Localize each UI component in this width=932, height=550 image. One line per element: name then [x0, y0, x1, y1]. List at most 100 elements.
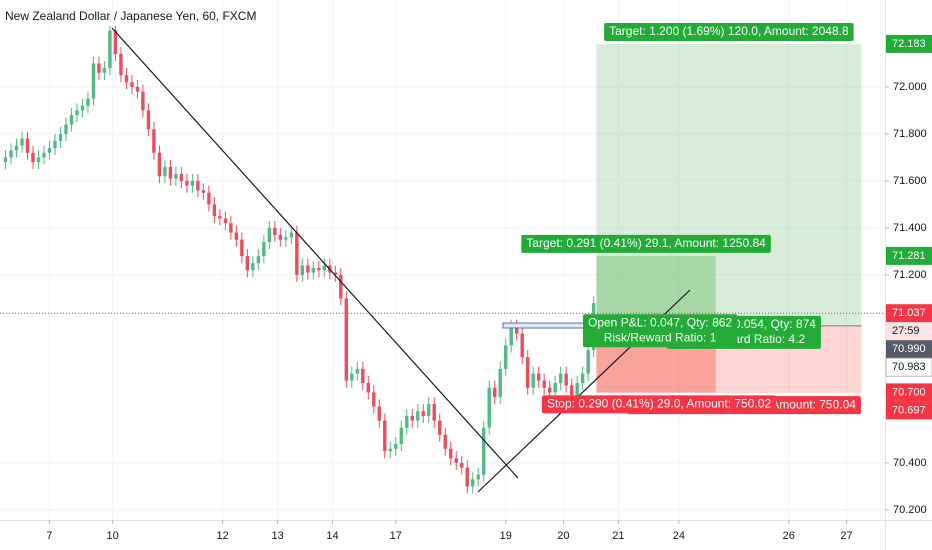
price-tag	[886, 383, 932, 402]
price-tag	[886, 304, 932, 323]
candle-body	[36, 157, 41, 163]
entry-rectangle	[502, 322, 598, 329]
candle-body	[190, 180, 195, 186]
candle-body	[520, 333, 524, 358]
price-tag-label: 70.697	[892, 404, 926, 416]
candle-body	[141, 91, 145, 111]
candle-body	[91, 63, 96, 99]
x-tick-label: 12	[216, 530, 228, 542]
candle-body	[108, 30, 112, 69]
price-tag	[886, 340, 932, 359]
candle-body	[113, 30, 118, 55]
price-tag-label: 70.990	[892, 343, 926, 355]
candle-body	[135, 86, 140, 92]
candle-body	[300, 265, 305, 275]
candle-body	[322, 265, 327, 271]
candle-body	[542, 380, 546, 388]
x-tick-label: 19	[500, 530, 512, 542]
price-tag-label: 70.983	[892, 361, 926, 373]
y-tick-label: 71.400	[893, 222, 927, 234]
candle-body	[163, 166, 167, 177]
price-tag-label: 27:59	[892, 325, 920, 337]
position-label: Target: 1.200 (1.69%) 120.0, Amount: 204…	[604, 22, 854, 41]
candle-body	[569, 385, 574, 398]
candle-body	[146, 110, 151, 130]
price-axis: 72.000 71.800 71.600 71.400 71.200 70.400 70.2…	[46, 34, 932, 542]
candle-body	[306, 265, 310, 273]
price-tag-label: 70.700	[892, 386, 926, 398]
candle-body	[580, 373, 585, 384]
candle-body	[515, 326, 519, 334]
candle-body	[207, 192, 211, 205]
candle-body	[460, 462, 464, 468]
candle-body	[20, 138, 24, 146]
price-tag-label: 71.037	[892, 307, 926, 319]
x-tick-label: 14	[326, 530, 338, 542]
candle-body	[284, 237, 288, 240]
candle-body	[42, 152, 46, 158]
position-label: Target: 0.291 (0.41%) 29.1, Amount: 1250…	[521, 234, 771, 253]
candle-body	[509, 326, 513, 346]
candle-body	[333, 272, 338, 275]
candle-body	[476, 474, 480, 480]
candle-body	[405, 415, 409, 428]
candle-body	[185, 180, 189, 186]
candle-body	[157, 152, 162, 177]
candle-body	[553, 383, 557, 393]
y-tick-label: 71.200	[893, 269, 927, 281]
candle-body	[3, 157, 8, 163]
candle-body	[278, 234, 283, 240]
candle-body	[124, 75, 129, 83]
price-tag	[885, 357, 932, 377]
x-tick-label: 13	[271, 530, 283, 542]
candle-body	[504, 345, 508, 369]
position-labels: Target: 1.200 (1.69%) 120.0, Amount: 204…	[521, 22, 861, 415]
candle-body	[256, 256, 261, 264]
candle-body	[311, 267, 316, 273]
candle-body	[421, 411, 425, 416]
candle-body	[558, 373, 563, 384]
label-box	[541, 395, 777, 414]
candle-body	[575, 383, 579, 398]
candle-body	[273, 227, 277, 235]
candle-body	[53, 140, 57, 149]
candle-body	[383, 420, 387, 452]
candle-body	[64, 124, 68, 134]
candle-body	[531, 373, 535, 388]
candle-body	[482, 427, 486, 475]
candle-body	[80, 105, 85, 111]
candle-body	[9, 150, 13, 158]
candle-body	[262, 242, 266, 257]
candle-body	[196, 180, 200, 191]
chart-title: New Zealand Dollar / Japanese Yen, 60, F…	[5, 9, 256, 23]
label-text: Open P&L: 0.047, Qty: 862	[588, 315, 732, 329]
candle-body	[487, 387, 491, 428]
price-tag	[886, 34, 932, 53]
candle-body	[130, 82, 134, 87]
candle-body	[289, 232, 294, 238]
candle-body	[355, 368, 360, 374]
candle-body	[525, 357, 530, 388]
candle-body	[58, 133, 63, 141]
candle-body	[564, 373, 568, 386]
candle-body	[267, 227, 272, 243]
candle-body	[438, 420, 442, 435]
candle-body	[174, 173, 178, 179]
candle-body	[86, 98, 90, 106]
candle-body	[366, 383, 370, 393]
candle-body	[547, 387, 552, 393]
candle-body	[317, 267, 321, 271]
candle-body	[201, 190, 206, 193]
candle-body	[465, 467, 469, 487]
profit-zone	[596, 255, 716, 325]
x-tick-label: 21	[612, 530, 624, 542]
candles	[0, 25, 885, 494]
x-tick-label: 26	[783, 530, 795, 542]
candle-body	[212, 204, 217, 217]
candle-body	[361, 368, 365, 384]
x-tick-label: 20	[557, 530, 569, 542]
candle-body	[586, 350, 590, 374]
candle-body	[47, 148, 52, 153]
